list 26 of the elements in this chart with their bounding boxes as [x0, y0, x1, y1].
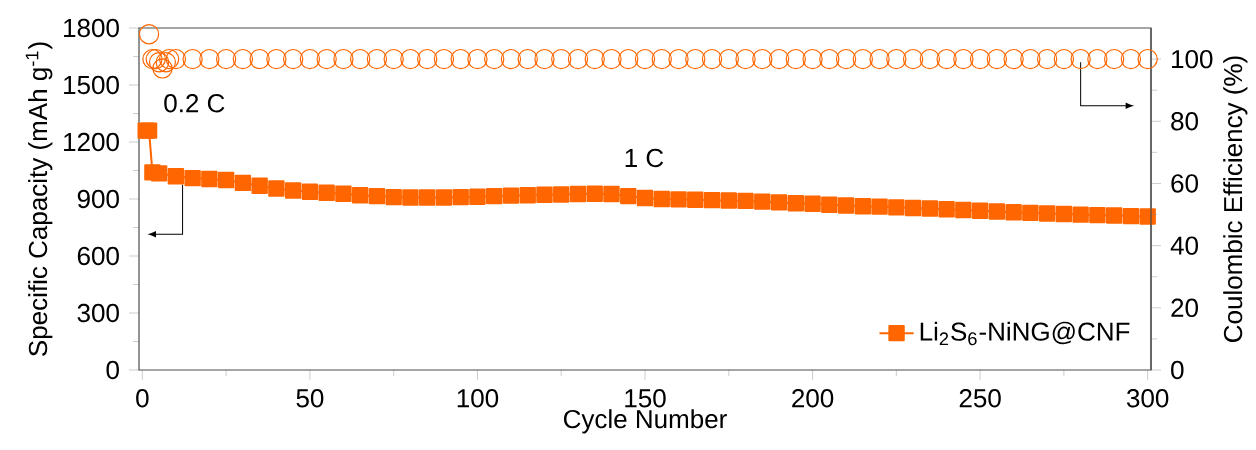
x-tick-label: 300 [1126, 389, 1169, 408]
y2-tick-label: 40 [1170, 236, 1198, 255]
x-tick-label: 250 [959, 389, 1001, 408]
y-tick-label: 1500 [64, 75, 119, 95]
y2-tick-label: 0 [1171, 360, 1184, 380]
x-tick-label: 0 [136, 389, 149, 408]
y2-tick-label: 60 [1171, 174, 1198, 193]
x-tick-label: 100 [457, 389, 499, 408]
x-axis-title: Cycle Number [563, 409, 727, 434]
y-tick-label: 1200 [64, 132, 119, 152]
x-tick-label: 150 [625, 389, 666, 408]
y2-tick-label: 80 [1171, 112, 1198, 131]
y2-tick-label: 20 [1171, 298, 1198, 318]
y-tick-label: 300 [77, 303, 119, 323]
y-axis-title: Specific Capacity (mAh g$^{-1}$) [25, 42, 53, 356]
annotation: 0.2 C [164, 94, 225, 113]
y-tick-label: 0 [106, 360, 119, 380]
legend-label: Li$_{2}$S$_{6}$-NiNG@CNF [920, 321, 1130, 346]
y-tick-label: 600 [77, 246, 119, 266]
annotation: 1 C [625, 148, 664, 168]
y2-tick-label: 100 [1172, 49, 1213, 69]
y-tick-label: 900 [77, 189, 119, 209]
x-tick-label: 50 [296, 389, 324, 408]
y-tick-label: 1800 [64, 18, 119, 38]
y2-axis-title: Coulombic Efficiency (%) [1223, 56, 1248, 342]
x-tick-label: 200 [792, 389, 834, 408]
